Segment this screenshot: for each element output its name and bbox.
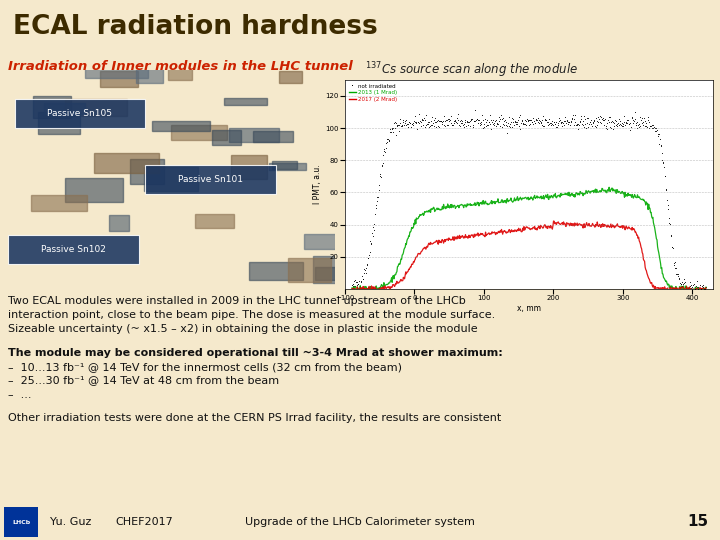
Text: LHCb: LHCb	[12, 519, 30, 524]
Text: Yu. Guz: Yu. Guz	[50, 517, 91, 527]
FancyBboxPatch shape	[145, 165, 276, 194]
Bar	[212, 130, 241, 145]
Bar	[231, 155, 267, 179]
Bar	[65, 99, 127, 116]
Bar	[153, 121, 210, 131]
Text: Passive Sn102: Passive Sn102	[41, 245, 106, 254]
Text: Irradiation of Inner modules in the LHC tunnel: Irradiation of Inner modules in the LHC …	[8, 60, 353, 73]
Text: –  25...30 fb⁻¹ @ 14 TeV at 48 cm from the beam: – 25...30 fb⁻¹ @ 14 TeV at 48 cm from th…	[8, 375, 279, 386]
Text: –  10...13 fb⁻¹ @ 14 TeV for the innermost cells (32 cm from the beam): – 10...13 fb⁻¹ @ 14 TeV for the innermos…	[8, 362, 402, 372]
Text: $^{137}$Cs source scan along the module: $^{137}$Cs source scan along the module	[365, 60, 578, 79]
Bar	[279, 71, 302, 83]
Text: interaction point, close to the beam pipe. The dose is measured at the module su: interaction point, close to the beam pip…	[8, 310, 495, 320]
Bar	[144, 167, 198, 191]
Text: Sizeable uncertainty (~ x1.5 – x2) in obtaining the dose in plastic inside the m: Sizeable uncertainty (~ x1.5 – x2) in ob…	[8, 324, 477, 334]
Bar	[315, 267, 374, 280]
Text: Passive Sn105: Passive Sn105	[48, 109, 112, 118]
Text: Passive Sn101: Passive Sn101	[179, 175, 243, 184]
FancyBboxPatch shape	[14, 99, 145, 128]
Text: The module may be considered operational till ~3-4 Mrad at shower maximum:: The module may be considered operational…	[8, 348, 503, 357]
Legend: not irradiated, 2013 (1 Mrad), 2017 (2 Mrad): not irradiated, 2013 (1 Mrad), 2017 (2 M…	[348, 83, 398, 103]
Bar	[109, 215, 130, 231]
Bar	[130, 159, 164, 184]
Text: –  ...: – ...	[8, 389, 32, 400]
Bar	[66, 178, 123, 201]
Text: 15: 15	[687, 515, 708, 530]
Bar	[38, 112, 80, 133]
Bar	[44, 103, 85, 114]
Bar	[101, 71, 138, 87]
Bar	[195, 214, 234, 228]
FancyBboxPatch shape	[8, 235, 139, 264]
Bar	[305, 234, 357, 249]
Bar	[312, 256, 359, 284]
Bar	[136, 59, 163, 83]
Bar	[85, 52, 148, 78]
Text: ECAL radiation hardness: ECAL radiation hardness	[13, 14, 378, 40]
Bar	[33, 96, 71, 118]
Y-axis label: I PMT, a.u.: I PMT, a.u.	[313, 165, 323, 204]
Bar	[94, 153, 158, 173]
Bar	[288, 258, 330, 281]
Bar	[168, 59, 192, 80]
Bar	[249, 262, 303, 280]
Bar	[225, 98, 267, 105]
FancyBboxPatch shape	[4, 507, 38, 537]
Bar	[272, 161, 297, 168]
Bar	[253, 131, 292, 143]
Bar	[31, 195, 87, 211]
Text: Upgrade of the LHCb Calorimeter system: Upgrade of the LHCb Calorimeter system	[245, 517, 475, 527]
Bar	[171, 125, 228, 140]
Text: Two ECAL modules were installed in 2009 in the LHC tunnel upstream of the LHCb: Two ECAL modules were installed in 2009 …	[8, 296, 466, 306]
Text: Other irradiation tests were done at the CERN PS Irrad facility, the results are: Other irradiation tests were done at the…	[8, 414, 501, 423]
Text: CHEF2017: CHEF2017	[115, 517, 173, 527]
X-axis label: x, mm: x, mm	[517, 304, 541, 313]
Bar	[228, 127, 279, 141]
Bar	[269, 163, 306, 170]
